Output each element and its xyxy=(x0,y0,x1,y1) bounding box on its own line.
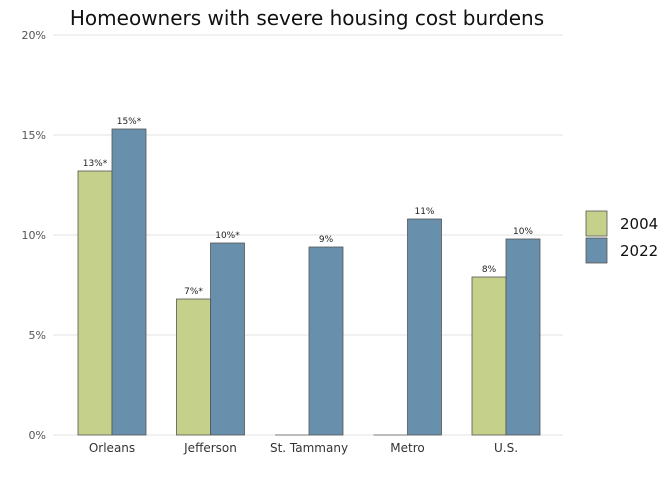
data-label: 8% xyxy=(482,265,497,275)
x-tick-label: Metro xyxy=(390,441,424,455)
data-label: 15%* xyxy=(117,117,142,127)
data-label: 13%* xyxy=(83,159,108,169)
y-tick-label: 20% xyxy=(22,29,46,42)
data-label: 10%* xyxy=(215,231,240,241)
bar-2022-U.S. xyxy=(505,238,541,436)
bar-2022-St. Tammany xyxy=(308,246,344,436)
x-tick-label: Jefferson xyxy=(183,441,237,455)
data-label: 10% xyxy=(513,227,533,237)
chart-title: Homeowners with severe housing cost burd… xyxy=(70,6,544,30)
x-tick-label: Orleans xyxy=(89,441,135,455)
legend: 2004 2022 xyxy=(585,210,658,264)
bar-2022-Metro xyxy=(407,218,442,436)
bars xyxy=(77,128,541,436)
bar-2022-Orleans xyxy=(111,128,147,436)
bar-2004-Orleans xyxy=(77,170,113,436)
legend-swatch-2022 xyxy=(585,237,608,264)
x-tick-label: U.S. xyxy=(494,441,518,455)
x-axis-ticks: Orleans Jefferson St. Tammany Metro U.S. xyxy=(89,441,518,455)
bar-2004-U.S. xyxy=(471,276,507,436)
legend-label: 2022 xyxy=(620,242,658,260)
legend-label: 2004 xyxy=(620,215,658,233)
bar-2022-Jefferson xyxy=(210,242,245,436)
data-label: 7%* xyxy=(184,287,203,297)
y-tick-label: 15% xyxy=(22,129,46,142)
y-tick-label: 5% xyxy=(29,329,46,342)
bar-2004-Jefferson xyxy=(176,298,211,436)
y-tick-label: 10% xyxy=(22,229,46,242)
legend-swatch-2004 xyxy=(585,210,608,237)
data-label: 11% xyxy=(414,207,434,217)
y-axis-ticks: 0% 5% 10% 15% 20% xyxy=(22,29,46,442)
x-tick-label: St. Tammany xyxy=(270,441,348,455)
data-label: 9% xyxy=(319,235,334,245)
y-tick-label: 0% xyxy=(29,429,46,442)
data-labels: 13%* 15%* 7%* 10%* 9% 11% 8% 10% xyxy=(83,117,534,297)
